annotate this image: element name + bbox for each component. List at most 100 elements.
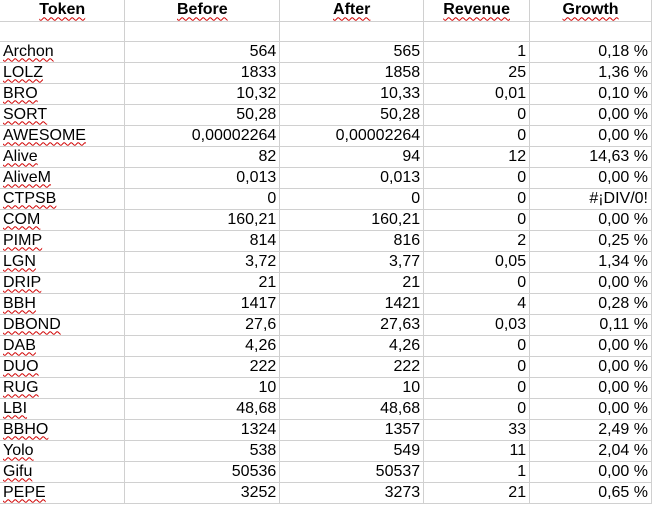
- revenue-cell[interactable]: 0,03: [423, 314, 531, 336]
- revenue-cell[interactable]: 2: [423, 230, 531, 252]
- growth-cell[interactable]: 0,00 %: [529, 356, 652, 378]
- token-cell[interactable]: AWESOME: [0, 125, 126, 147]
- revenue-cell[interactable]: 1: [423, 41, 531, 63]
- token-cell[interactable]: CTPSB: [0, 188, 126, 210]
- growth-cell[interactable]: 0,28 %: [529, 293, 652, 315]
- empty-cell[interactable]: [0, 21, 126, 42]
- growth-cell[interactable]: 0,11 %: [529, 314, 652, 336]
- header-cell-token[interactable]: Token: [0, 0, 126, 22]
- after-cell[interactable]: 50,28: [279, 104, 425, 126]
- growth-cell[interactable]: 0,00 %: [529, 272, 652, 294]
- before-cell[interactable]: 50,28: [124, 104, 281, 126]
- token-cell[interactable]: DBOND: [0, 314, 126, 336]
- after-cell[interactable]: 0,00002264: [279, 125, 425, 147]
- token-cell[interactable]: PIMP: [0, 230, 126, 252]
- before-cell[interactable]: 1324: [124, 419, 281, 441]
- after-cell[interactable]: 549: [279, 440, 425, 462]
- after-cell[interactable]: 222: [279, 356, 425, 378]
- after-cell[interactable]: 0,013: [279, 167, 425, 189]
- token-cell[interactable]: PEPE: [0, 482, 126, 504]
- revenue-cell[interactable]: 0: [423, 167, 531, 189]
- growth-cell[interactable]: 14,63 %: [529, 146, 652, 168]
- revenue-cell[interactable]: 1: [423, 461, 531, 483]
- header-cell-growth[interactable]: Growth: [529, 0, 652, 22]
- revenue-cell[interactable]: 0: [423, 335, 531, 357]
- before-cell[interactable]: 0,013: [124, 167, 281, 189]
- revenue-cell[interactable]: 0: [423, 377, 531, 399]
- growth-cell[interactable]: 1,36 %: [529, 62, 652, 84]
- revenue-cell[interactable]: 0,05: [423, 251, 531, 273]
- token-cell[interactable]: SORT: [0, 104, 126, 126]
- after-cell[interactable]: 1421: [279, 293, 425, 315]
- after-cell[interactable]: 10,33: [279, 83, 425, 105]
- token-cell[interactable]: DUO: [0, 356, 126, 378]
- after-cell[interactable]: 3273: [279, 482, 425, 504]
- before-cell[interactable]: 50536: [124, 461, 281, 483]
- revenue-cell[interactable]: 21: [423, 482, 531, 504]
- after-cell[interactable]: 10: [279, 377, 425, 399]
- before-cell[interactable]: 3252: [124, 482, 281, 504]
- before-cell[interactable]: 564: [124, 41, 281, 63]
- before-cell[interactable]: 27,6: [124, 314, 281, 336]
- revenue-cell[interactable]: 25: [423, 62, 531, 84]
- growth-cell[interactable]: 2,04 %: [529, 440, 652, 462]
- before-cell[interactable]: 1833: [124, 62, 281, 84]
- token-cell[interactable]: BBHO: [0, 419, 126, 441]
- growth-cell[interactable]: 0,00 %: [529, 461, 652, 483]
- token-cell[interactable]: Yolo: [0, 440, 126, 462]
- after-cell[interactable]: 50537: [279, 461, 425, 483]
- header-cell-revenue[interactable]: Revenue: [423, 0, 531, 22]
- growth-cell[interactable]: 0,00 %: [529, 104, 652, 126]
- revenue-cell[interactable]: 0: [423, 272, 531, 294]
- token-cell[interactable]: DRIP: [0, 272, 126, 294]
- after-cell[interactable]: 3,77: [279, 251, 425, 273]
- token-cell[interactable]: AliveM: [0, 167, 126, 189]
- after-cell[interactable]: 27,63: [279, 314, 425, 336]
- header-cell-before[interactable]: Before: [124, 0, 281, 22]
- after-cell[interactable]: 1357: [279, 419, 425, 441]
- before-cell[interactable]: 160,21: [124, 209, 281, 231]
- token-cell[interactable]: Archon: [0, 41, 126, 63]
- growth-cell[interactable]: 0,00 %: [529, 377, 652, 399]
- growth-cell[interactable]: 0,00 %: [529, 398, 652, 420]
- before-cell[interactable]: 10,32: [124, 83, 281, 105]
- before-cell[interactable]: 10: [124, 377, 281, 399]
- revenue-cell[interactable]: 0,01: [423, 83, 531, 105]
- after-cell[interactable]: 0: [279, 188, 425, 210]
- token-cell[interactable]: LOLZ: [0, 62, 126, 84]
- growth-cell[interactable]: 1,34 %: [529, 251, 652, 273]
- before-cell[interactable]: 1417: [124, 293, 281, 315]
- header-cell-after[interactable]: After: [279, 0, 425, 22]
- growth-cell[interactable]: 0,10 %: [529, 83, 652, 105]
- empty-cell[interactable]: [529, 21, 652, 42]
- growth-cell[interactable]: 0,00 %: [529, 125, 652, 147]
- growth-cell[interactable]: 0,25 %: [529, 230, 652, 252]
- after-cell[interactable]: 48,68: [279, 398, 425, 420]
- after-cell[interactable]: 21: [279, 272, 425, 294]
- revenue-cell[interactable]: 12: [423, 146, 531, 168]
- revenue-cell[interactable]: 0: [423, 188, 531, 210]
- revenue-cell[interactable]: 0: [423, 104, 531, 126]
- revenue-cell[interactable]: 0: [423, 356, 531, 378]
- growth-cell[interactable]: 0,00 %: [529, 167, 652, 189]
- growth-cell[interactable]: 2,49 %: [529, 419, 652, 441]
- token-cell[interactable]: BRO: [0, 83, 126, 105]
- before-cell[interactable]: 538: [124, 440, 281, 462]
- token-cell[interactable]: LBI: [0, 398, 126, 420]
- revenue-cell[interactable]: 4: [423, 293, 531, 315]
- before-cell[interactable]: 48,68: [124, 398, 281, 420]
- token-cell[interactable]: BBH: [0, 293, 126, 315]
- revenue-cell[interactable]: 11: [423, 440, 531, 462]
- before-cell[interactable]: 21: [124, 272, 281, 294]
- growth-cell[interactable]: 0,65 %: [529, 482, 652, 504]
- before-cell[interactable]: 4,26: [124, 335, 281, 357]
- after-cell[interactable]: 160,21: [279, 209, 425, 231]
- growth-cell[interactable]: #¡DIV/0!: [529, 188, 652, 210]
- empty-cell[interactable]: [423, 21, 531, 42]
- growth-cell[interactable]: 0,18 %: [529, 41, 652, 63]
- after-cell[interactable]: 94: [279, 146, 425, 168]
- empty-cell[interactable]: [279, 21, 425, 42]
- token-cell[interactable]: COM: [0, 209, 126, 231]
- before-cell[interactable]: 3,72: [124, 251, 281, 273]
- after-cell[interactable]: 1858: [279, 62, 425, 84]
